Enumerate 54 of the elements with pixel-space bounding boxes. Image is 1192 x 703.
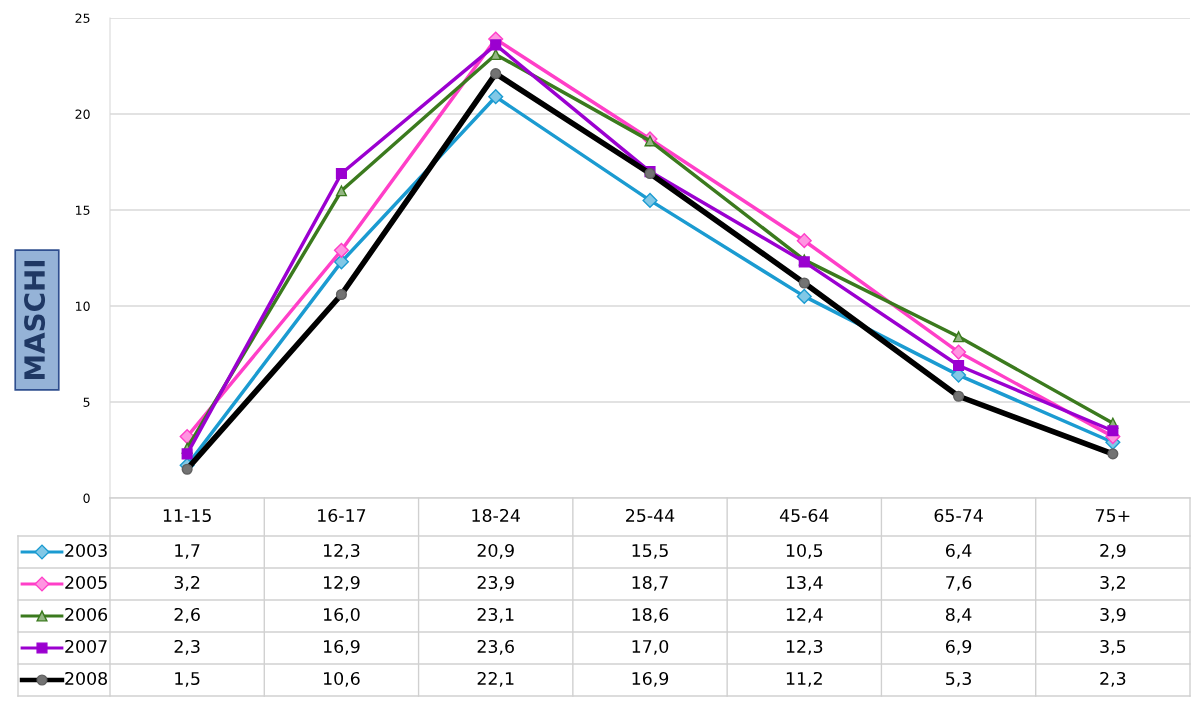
data-label: 18,6 — [632, 607, 669, 623]
data-label: 3,2 — [174, 575, 200, 591]
y-tick-label: 20 — [75, 109, 90, 119]
y-tick-label: 5 — [83, 397, 90, 407]
y-tick-label: 0 — [83, 493, 90, 503]
data-label: 23,1 — [477, 607, 514, 623]
x-tick-label: 65-74 — [934, 508, 983, 523]
y-tick-label: 10 — [76, 301, 90, 311]
legend-label: 2008 — [65, 671, 107, 686]
data-label: 12,4 — [786, 607, 823, 623]
data-label: 3,2 — [1100, 575, 1125, 591]
data-label: 11,2 — [786, 671, 822, 687]
data-label: 16,0 — [324, 607, 360, 623]
x-tick-label: 11-15 — [163, 509, 211, 523]
data-label: 12,3 — [786, 639, 823, 655]
data-label: 22,1 — [477, 671, 514, 687]
data-label: 12,3 — [324, 543, 360, 559]
x-tick-label: 45-64 — [779, 508, 829, 523]
x-tick-label: 16-17 — [318, 508, 366, 523]
x-tick-label: 75+ — [1095, 509, 1130, 523]
data-label: 17,0 — [632, 639, 669, 655]
data-label: 1,5 — [175, 672, 200, 687]
data-label: 2,6 — [174, 607, 200, 623]
legend-label: 2007 — [65, 639, 107, 654]
data-label: 23,6 — [477, 639, 514, 655]
data-label: 6,4 — [945, 543, 972, 559]
data-label: 5,3 — [946, 671, 971, 687]
data-label: 2,3 — [1100, 671, 1126, 687]
y-tick-label: 15 — [76, 205, 90, 215]
legend-label: 2005 — [65, 575, 107, 590]
data-label: 3,5 — [1100, 639, 1126, 655]
data-label: 10,6 — [324, 671, 360, 687]
data-label: 16,9 — [632, 671, 669, 687]
data-label: 18,7 — [632, 575, 668, 591]
x-tick-label: 18-24 — [472, 508, 520, 523]
data-label: 13,4 — [786, 575, 823, 591]
data-label: 20,9 — [477, 543, 514, 559]
data-label: 16,9 — [324, 639, 360, 655]
data-label: 23,9 — [477, 575, 514, 591]
y-tick-label: 25 — [75, 13, 90, 23]
data-label: 10,5 — [786, 543, 823, 559]
data-label: 2,3 — [174, 639, 200, 655]
data-label: 6,9 — [945, 639, 972, 655]
data-label: 15,5 — [632, 544, 668, 559]
data-label: 12,9 — [324, 575, 360, 591]
data-label: 2,9 — [1100, 543, 1126, 559]
x-tick-label: 25-44 — [626, 508, 675, 523]
data-label: 8,4 — [945, 607, 972, 623]
legend-label: 2003 — [65, 543, 107, 558]
data-label: 7,6 — [946, 575, 972, 591]
data-label: 1,7 — [175, 544, 200, 559]
legend-label: 2006 — [65, 607, 108, 622]
data-label: 3,9 — [1100, 607, 1126, 623]
y-axis-title: MASCHI — [24, 261, 46, 379]
